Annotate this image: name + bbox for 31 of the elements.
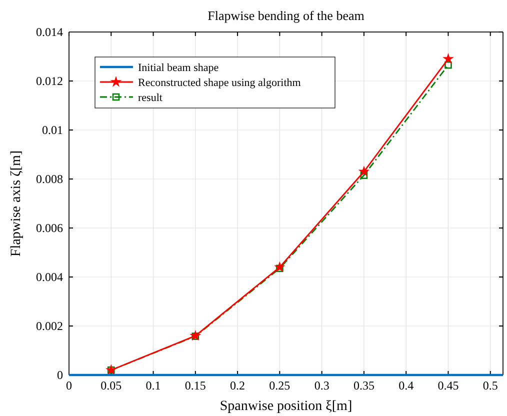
y-tick-label: 0.002 — [36, 318, 63, 333]
y-tick-label: 0.006 — [36, 220, 63, 235]
x-tick-label: 0.2 — [230, 378, 246, 393]
x-tick-label: 0.05 — [100, 378, 122, 393]
point — [190, 330, 202, 341]
y-tick-label: 0.008 — [36, 172, 63, 186]
legend-label: Initial beam shape — [138, 62, 219, 74]
legend-label: Reconstructed shape using algorithm — [138, 77, 302, 89]
x-tick-label: 0.25 — [269, 378, 290, 393]
x-tick-label: 0.4 — [398, 378, 414, 393]
y-tick-label: 0.012 — [36, 74, 63, 88]
point — [358, 166, 370, 176]
x-tick-label: 0.1 — [146, 378, 161, 393]
y-tick-label: 0 — [57, 368, 63, 382]
point — [444, 61, 452, 69]
x-tick-label: 0.15 — [184, 378, 206, 393]
x-tick-label: 0.3 — [314, 378, 330, 393]
legend-label: result — [138, 92, 162, 104]
y-tick-label: 0.004 — [36, 270, 63, 284]
x-tick-label: 0.45 — [438, 378, 459, 393]
x-tick-label: 0.5 — [482, 378, 498, 393]
point — [360, 172, 368, 179]
y-tick-label: 0.01 — [42, 122, 63, 137]
y-tick-label: 0.014 — [36, 24, 63, 39]
point — [442, 52, 454, 64]
y-axis-title: Flapwise axis ζ[m] — [9, 150, 24, 257]
chart-title: Flapwise bending of the beam — [208, 8, 364, 23]
x-tick-label: 0 — [66, 378, 72, 393]
point — [274, 261, 286, 272]
x-tick-label: 0.35 — [353, 378, 374, 393]
x-axis-title: Spanwise position ξ[m] — [220, 399, 352, 414]
